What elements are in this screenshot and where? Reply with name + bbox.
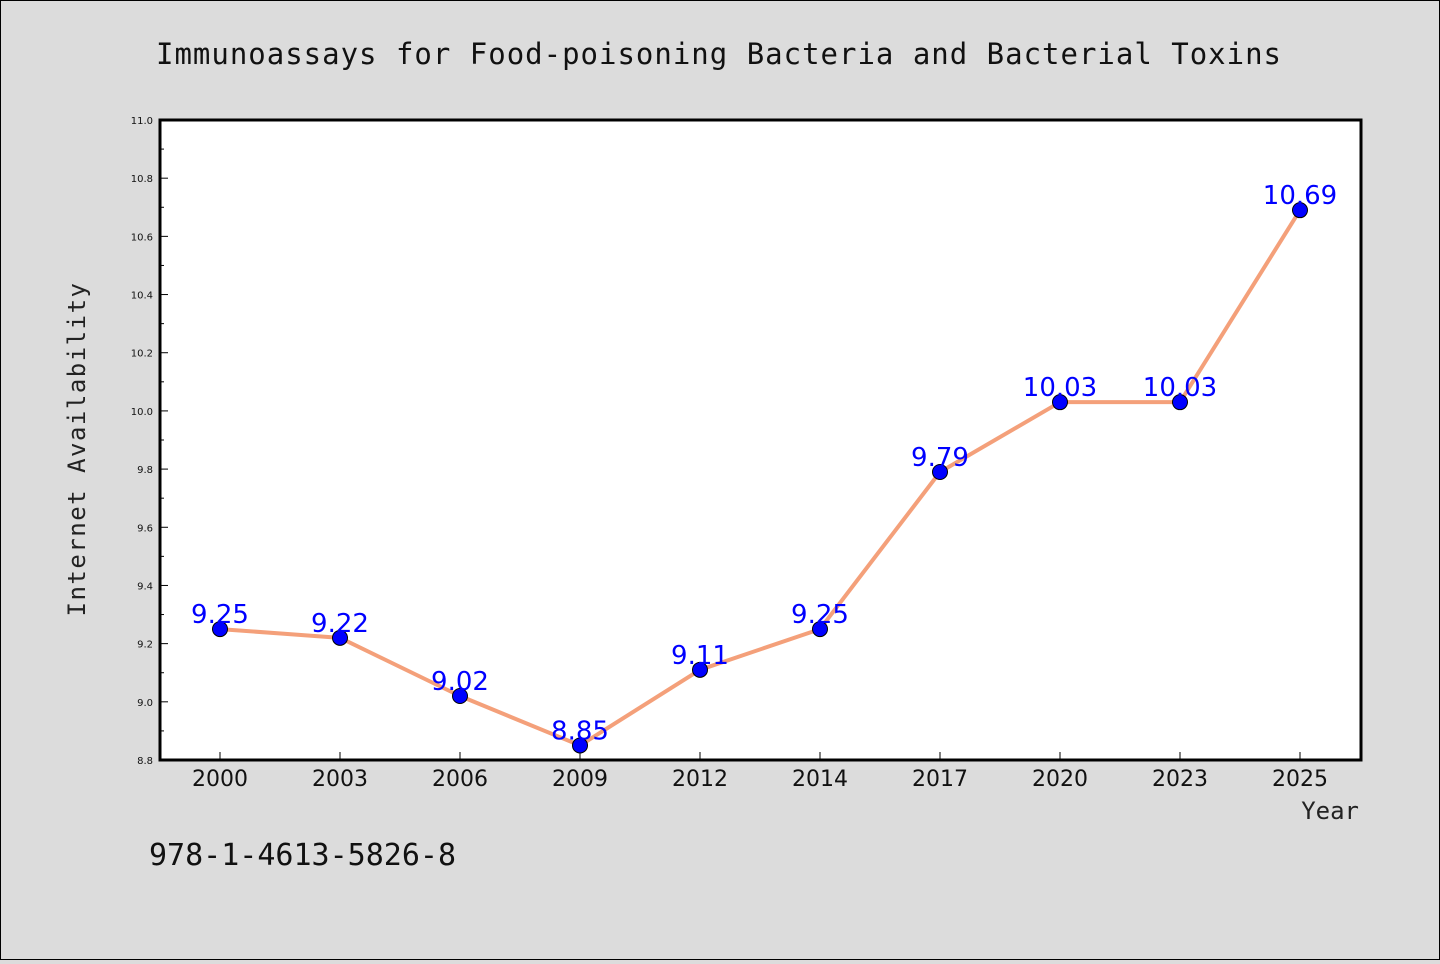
x-tick-label: 2014 [792,767,848,792]
data-label: 9.25 [191,600,249,630]
y-tick-label: 9.8 [137,465,153,476]
data-label: 9.22 [311,609,369,639]
y-tick-label: 11.0 [131,116,153,127]
y-tick-label: 10.4 [131,291,153,302]
data-point [332,629,348,646]
y-axis-label: Internet Availability [63,282,91,617]
y-tick-label: 8.8 [137,756,153,767]
x-tick-label: 2003 [312,767,368,792]
y-tick-label: 9.6 [137,523,153,534]
data-label: 10.03 [1023,373,1097,403]
x-tick-label: 2020 [1032,767,1088,792]
series-line [219,209,1302,748]
x-axis-label: Year [1301,797,1359,825]
y-tick-label: 10.6 [131,232,153,243]
data-label: 9.79 [911,443,969,473]
y-tick-label: 10.2 [131,349,153,360]
y-tick-label: 10.0 [131,407,153,418]
data-point [452,688,468,704]
data-point [1172,394,1188,411]
data-point [1292,202,1308,219]
x-tick-label: 2023 [1152,767,1208,792]
data-labels: 9.25 9.22 9.02 8.85 9.11 9.25 9.79 10.03 10.03 10… [191,181,1337,746]
data-point [572,737,588,754]
isbn-text: 978-1-4613-5826-8 [149,838,456,873]
x-tick-label: 2017 [912,767,968,792]
y-tick-label: 10.8 [131,174,153,185]
data-point [1052,394,1068,411]
y-tick-label: 9.2 [137,640,153,651]
y-tick-label: 9.0 [137,698,153,709]
data-label: 10.69 [1263,181,1337,211]
data-label: 9.02 [431,667,489,697]
x-axis: 2000 2003 2006 2009 2012 2014 2017 2020 2023 2025 [192,752,1328,792]
data-point [932,464,948,480]
x-tick-label: 2009 [552,767,608,792]
series-layer [212,202,1308,754]
x-tick-label: 2025 [1272,767,1328,792]
data-point [812,621,828,638]
data-label: 8.85 [551,716,609,746]
data-label: 10.03 [1143,373,1217,403]
data-point [212,621,228,638]
x-tick-label: 2006 [432,767,488,792]
data-label: 9.11 [671,641,729,671]
data-point [692,661,708,678]
x-tick-label: 2000 [192,767,248,792]
y-axis: 8.8 9.0 9.2 9.4 9.6 9.8 10.0 10.2 10.4 10.6 10.8 11… [131,116,168,767]
data-label: 9.25 [791,600,849,630]
plot-area [158,118,1363,762]
y-tick-label: 9.4 [137,581,153,592]
chart-title: Immunoassays for Food-poisoning Bacteria… [156,37,1282,71]
x-tick-label: 2012 [672,767,728,792]
